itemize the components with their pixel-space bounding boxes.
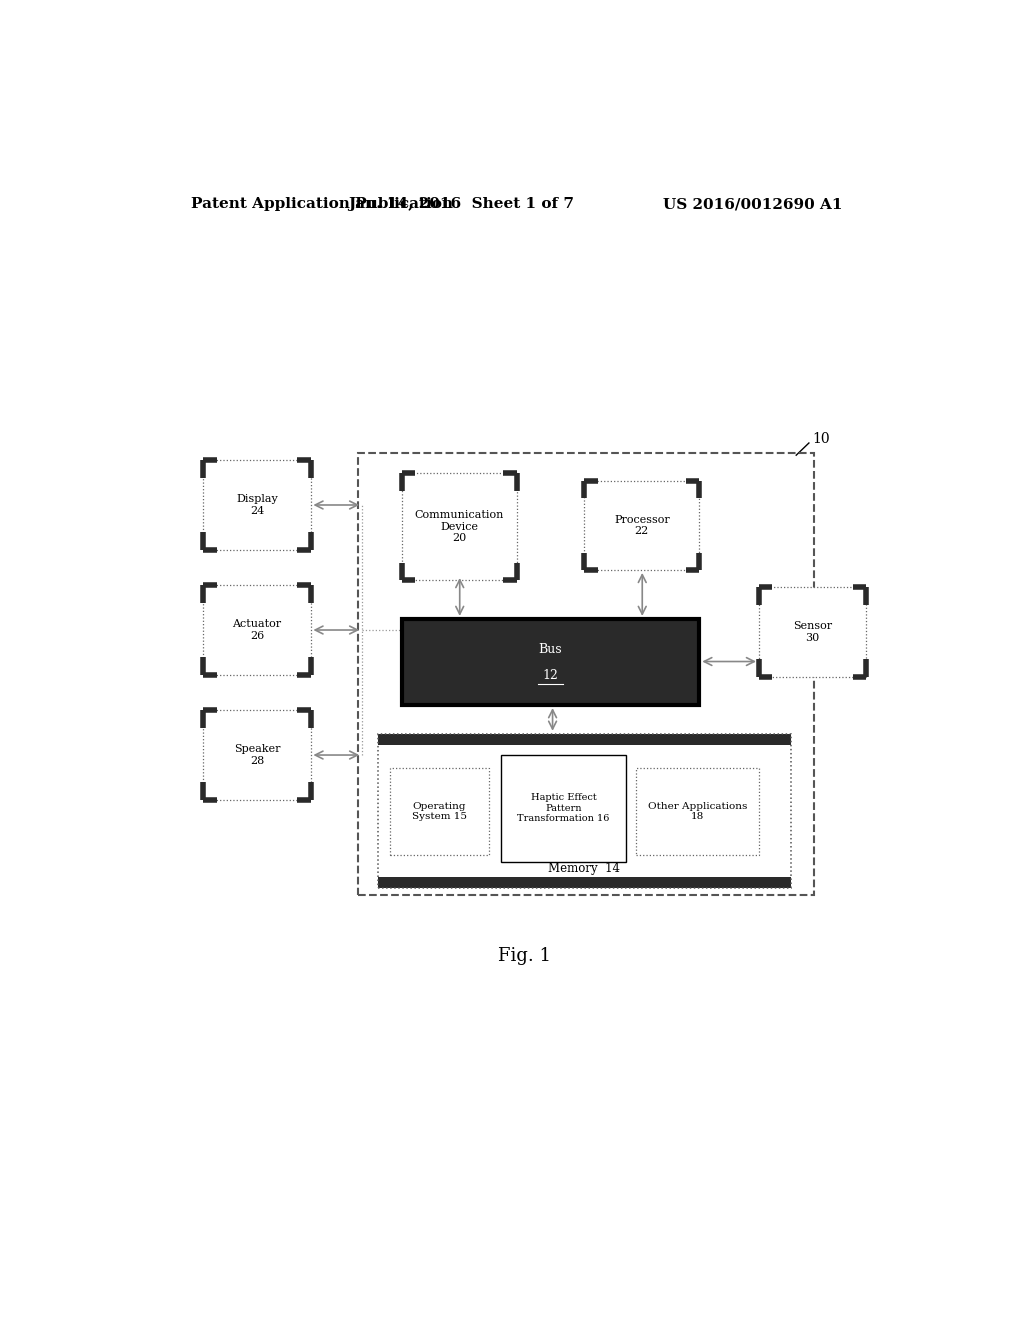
- Text: Bus: Bus: [539, 643, 562, 656]
- Text: Haptic Effect
Pattern
Transformation 16: Haptic Effect Pattern Transformation 16: [517, 793, 610, 824]
- Text: Sensor
30: Sensor 30: [793, 622, 833, 643]
- Bar: [378, 734, 791, 744]
- Bar: [401, 619, 699, 705]
- Text: Other Applications
18: Other Applications 18: [648, 801, 748, 821]
- Bar: [204, 585, 310, 675]
- Bar: [401, 474, 517, 581]
- Bar: [759, 587, 866, 677]
- Text: Display
24: Display 24: [237, 494, 278, 516]
- Text: 12: 12: [543, 669, 558, 681]
- Bar: [636, 768, 759, 854]
- Bar: [204, 461, 310, 549]
- Text: Operating
System 15: Operating System 15: [412, 801, 467, 821]
- Text: Patent Application Publication: Patent Application Publication: [191, 197, 454, 211]
- Bar: [401, 619, 699, 705]
- Bar: [378, 734, 791, 888]
- Text: 10: 10: [812, 432, 829, 446]
- Text: Jan. 14, 2016  Sheet 1 of 7: Jan. 14, 2016 Sheet 1 of 7: [348, 197, 574, 211]
- Text: Actuator
26: Actuator 26: [232, 619, 282, 640]
- Text: US 2016/0012690 A1: US 2016/0012690 A1: [663, 197, 842, 211]
- Text: Processor
22: Processor 22: [614, 515, 670, 536]
- Text: Communication
Device
20: Communication Device 20: [415, 511, 504, 544]
- Bar: [390, 768, 489, 854]
- Bar: [585, 480, 699, 570]
- Text: Speaker
28: Speaker 28: [233, 744, 281, 766]
- Text: Fig. 1: Fig. 1: [499, 948, 551, 965]
- Bar: [501, 755, 627, 862]
- Bar: [204, 710, 310, 800]
- Text: Memory  14: Memory 14: [548, 862, 621, 875]
- Bar: [378, 876, 791, 888]
- Bar: [358, 453, 814, 895]
